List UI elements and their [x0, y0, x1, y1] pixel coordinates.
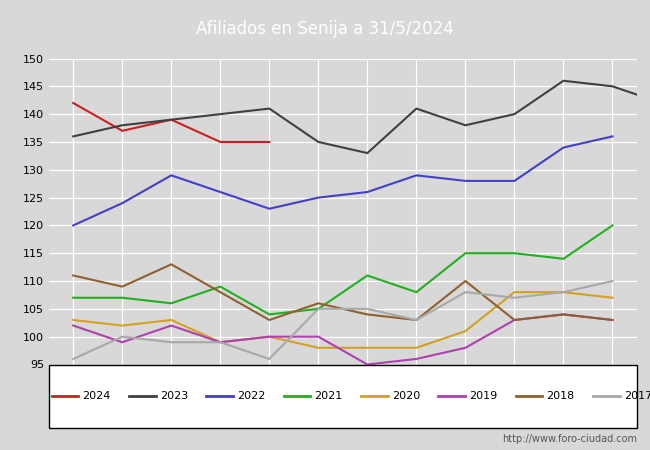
Text: 2017: 2017 [624, 391, 650, 401]
Text: 2024: 2024 [83, 391, 111, 401]
Text: 2023: 2023 [160, 391, 188, 401]
Text: 2021: 2021 [315, 391, 343, 401]
Text: 2020: 2020 [392, 391, 420, 401]
Text: http://www.foro-ciudad.com: http://www.foro-ciudad.com [502, 434, 637, 444]
Text: 2022: 2022 [237, 391, 266, 401]
Text: 2018: 2018 [547, 391, 575, 401]
Text: 2019: 2019 [469, 391, 497, 401]
Text: Afiliados en Senija a 31/5/2024: Afiliados en Senija a 31/5/2024 [196, 20, 454, 38]
